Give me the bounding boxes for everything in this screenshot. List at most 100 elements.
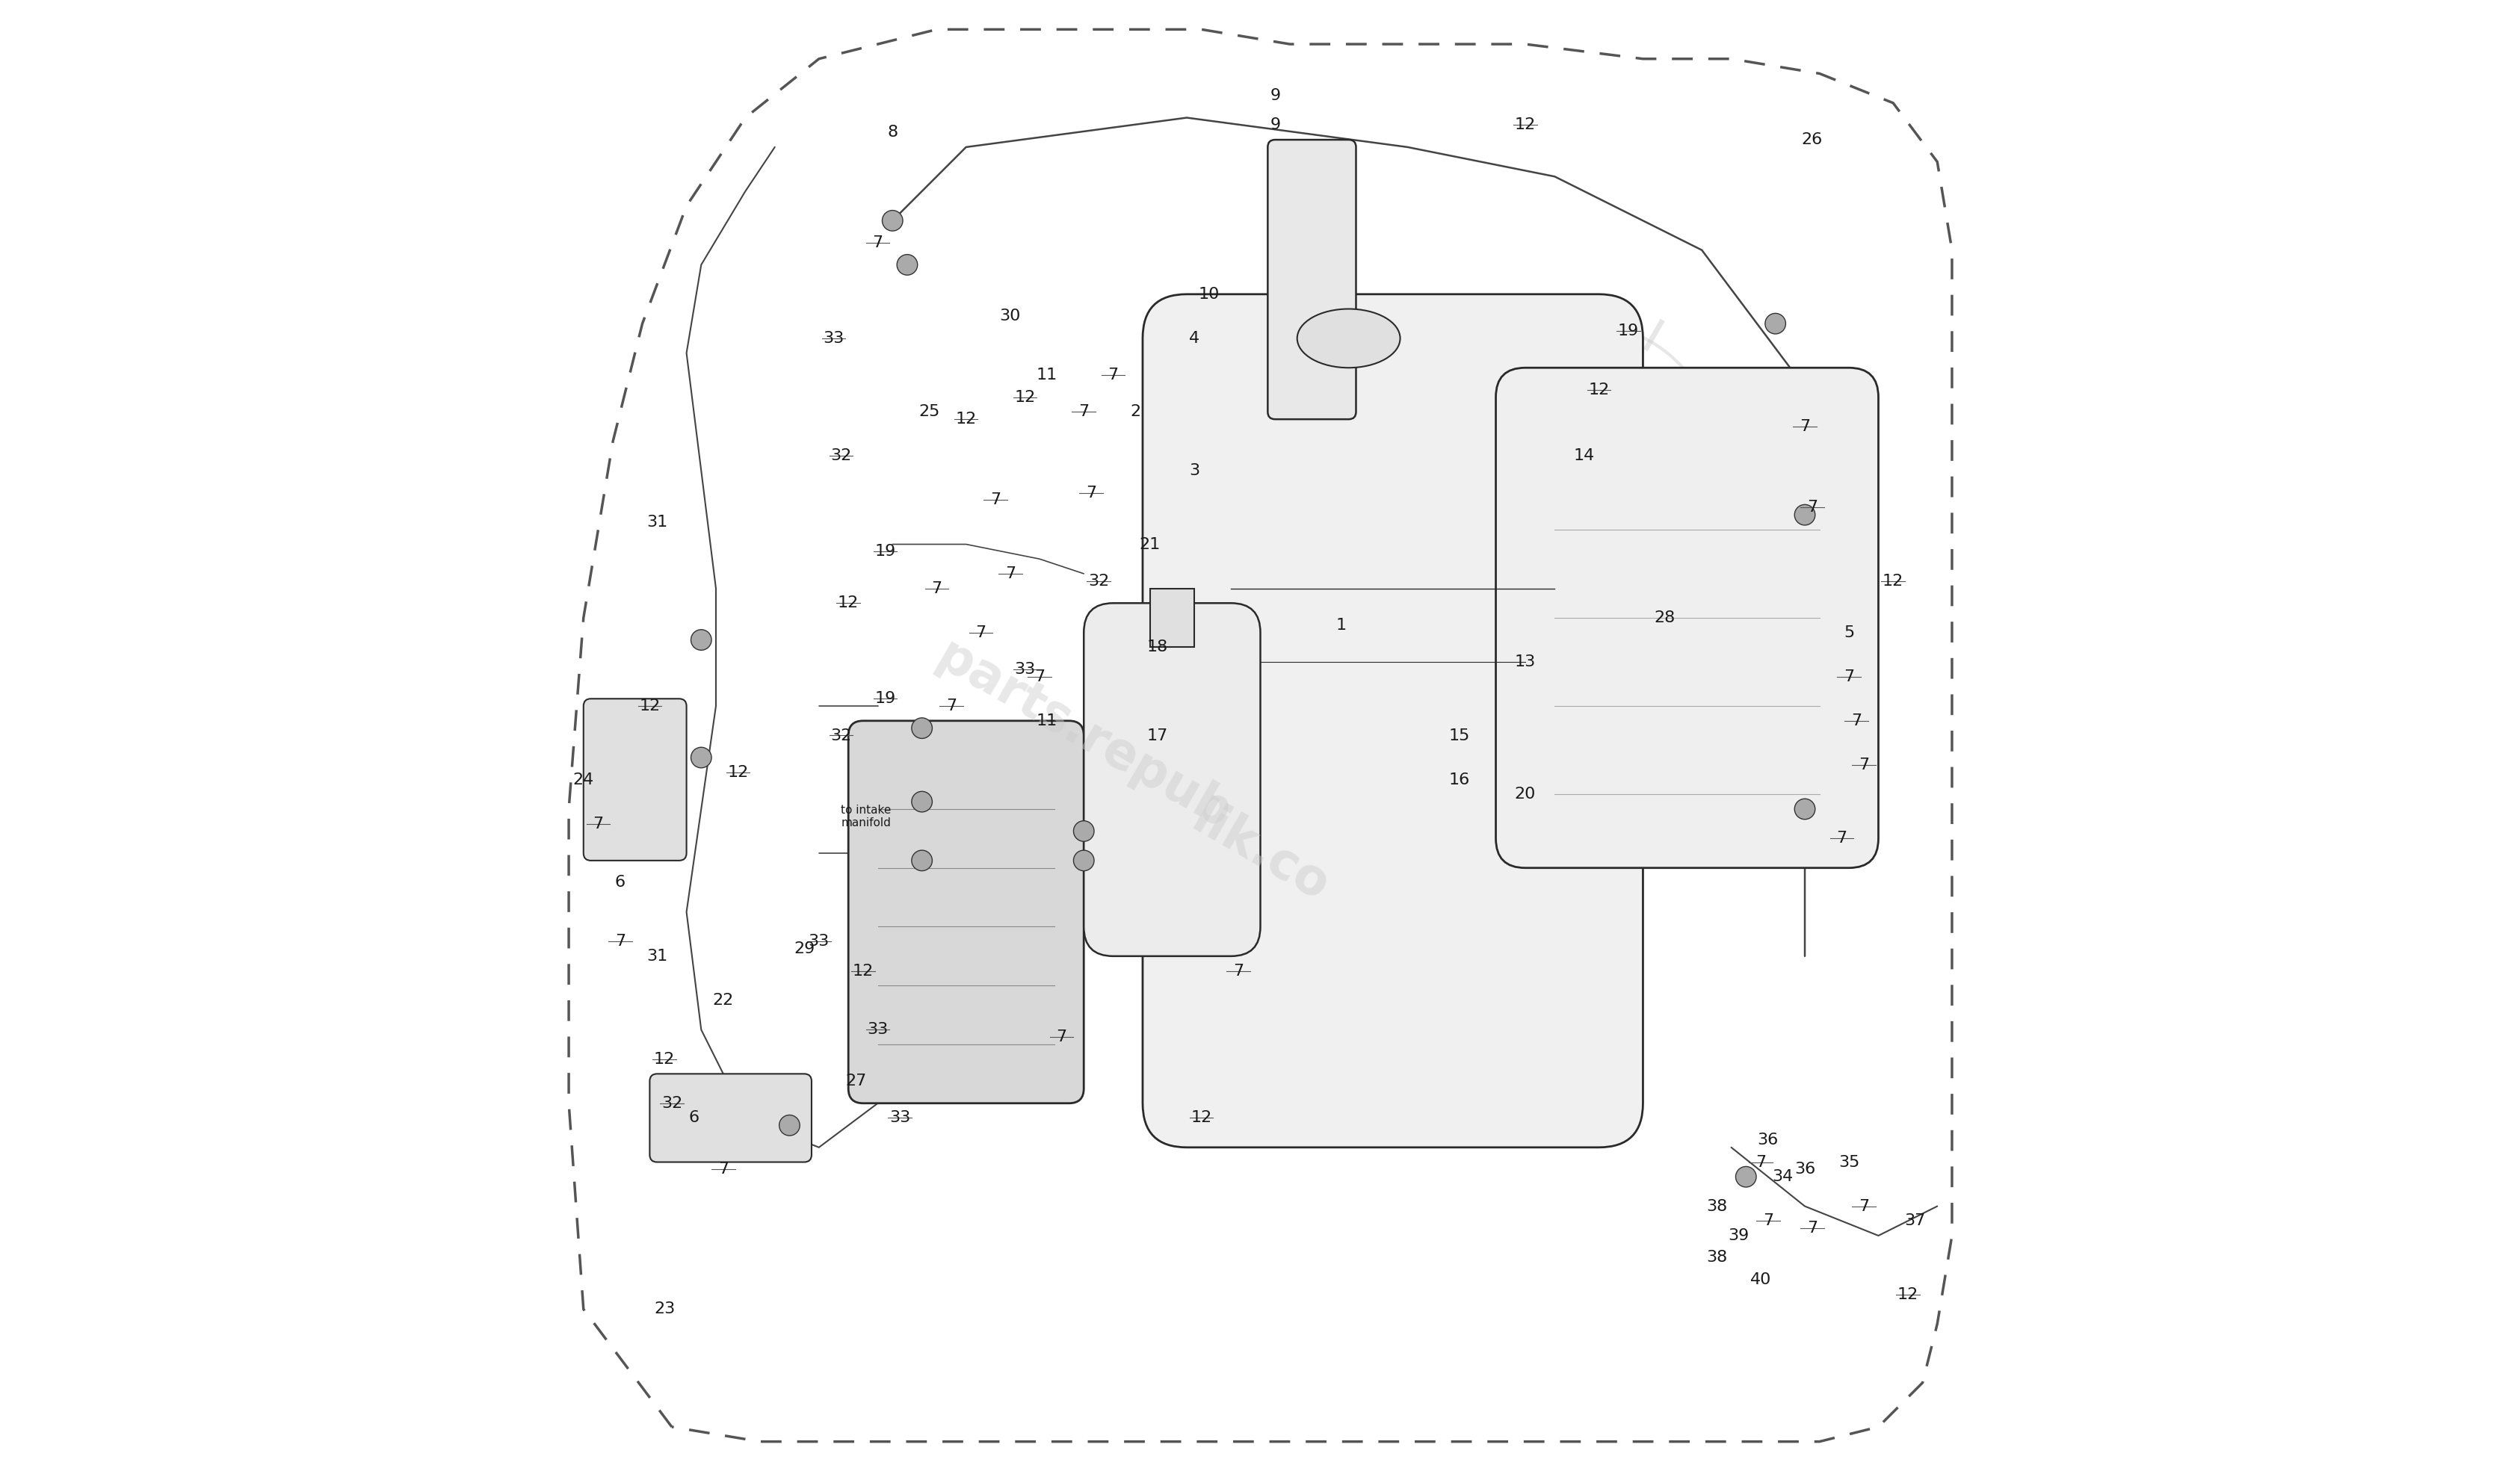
Text: 6: 6 [615, 875, 625, 890]
Circle shape [1074, 821, 1094, 841]
Text: 7: 7 [1842, 669, 1855, 684]
Text: 12: 12 [1588, 382, 1608, 397]
Text: 14: 14 [1572, 449, 1595, 463]
Text: 17: 17 [1147, 728, 1167, 743]
Text: 13: 13 [1515, 655, 1535, 669]
Text: 11: 11 [1036, 368, 1058, 382]
Text: 37: 37 [1905, 1214, 1925, 1228]
Text: 34: 34 [1772, 1169, 1792, 1184]
Text: to intake
manifold: to intake manifold [842, 805, 892, 828]
Text: 7: 7 [975, 625, 985, 640]
Circle shape [1736, 1167, 1756, 1187]
Text: 36: 36 [1794, 1162, 1814, 1177]
Text: 4: 4 [1189, 331, 1200, 346]
Text: 38: 38 [1706, 1199, 1726, 1214]
FancyBboxPatch shape [1494, 368, 1877, 868]
Text: 38: 38 [1706, 1250, 1726, 1265]
Text: 33: 33 [890, 1111, 910, 1125]
Text: parts.repub: parts.repub [927, 631, 1240, 840]
Text: 36: 36 [1756, 1133, 1779, 1147]
Text: 33: 33 [867, 1022, 887, 1037]
Text: 32: 32 [660, 1096, 683, 1111]
Text: 7: 7 [1109, 368, 1119, 382]
Text: 35: 35 [1837, 1155, 1860, 1169]
Text: 12: 12 [1515, 118, 1535, 132]
Text: 7: 7 [945, 699, 958, 713]
Ellipse shape [1298, 309, 1399, 368]
Text: 7: 7 [615, 934, 625, 949]
Text: 5: 5 [1842, 625, 1855, 640]
Text: 12: 12 [1882, 574, 1903, 588]
Text: 30: 30 [1000, 309, 1021, 324]
Circle shape [912, 791, 932, 812]
Text: 32: 32 [829, 449, 852, 463]
Text: 22: 22 [713, 993, 733, 1008]
Text: 27: 27 [844, 1074, 867, 1089]
Text: 31: 31 [645, 515, 668, 530]
Circle shape [779, 1115, 799, 1136]
Text: 7: 7 [1005, 566, 1016, 581]
Text: 7: 7 [1033, 669, 1046, 684]
Text: 7: 7 [718, 1162, 728, 1177]
Text: 24: 24 [572, 772, 595, 787]
Text: 7: 7 [872, 235, 882, 250]
Text: 10: 10 [1197, 287, 1220, 302]
FancyBboxPatch shape [1268, 140, 1356, 419]
Text: 25: 25 [917, 405, 940, 419]
FancyBboxPatch shape [650, 1074, 811, 1162]
Text: 12: 12 [640, 699, 660, 713]
Text: 18: 18 [1147, 640, 1167, 655]
Text: 12: 12 [1898, 1287, 1918, 1302]
FancyBboxPatch shape [849, 721, 1084, 1103]
Circle shape [690, 747, 711, 768]
Text: 7: 7 [1835, 831, 1847, 846]
Text: 12: 12 [1189, 1111, 1212, 1125]
Text: 12: 12 [728, 765, 748, 780]
Text: 11: 11 [1036, 713, 1058, 728]
Text: 12: 12 [852, 964, 874, 978]
Text: 12: 12 [837, 596, 859, 610]
Text: 12: 12 [1013, 390, 1036, 405]
Text: 8: 8 [887, 125, 897, 140]
Text: 7: 7 [1754, 1155, 1767, 1169]
Text: 15: 15 [1449, 728, 1469, 743]
Text: 9: 9 [1270, 88, 1280, 103]
Circle shape [690, 630, 711, 650]
Text: 12: 12 [653, 1052, 675, 1066]
Text: 6: 6 [688, 1111, 698, 1125]
Text: 19: 19 [874, 691, 895, 706]
Text: 26: 26 [1802, 132, 1822, 147]
Circle shape [1794, 505, 1814, 525]
Text: 12: 12 [955, 412, 975, 427]
Text: 7: 7 [1857, 758, 1867, 772]
Text: 1: 1 [1336, 618, 1346, 633]
Text: 33: 33 [809, 934, 829, 949]
Text: 7: 7 [1232, 964, 1242, 978]
Circle shape [882, 210, 902, 231]
Text: 29: 29 [794, 941, 814, 956]
Text: 7: 7 [1807, 1221, 1817, 1236]
Text: 33: 33 [1013, 662, 1036, 677]
Circle shape [1794, 799, 1814, 819]
FancyBboxPatch shape [1142, 294, 1643, 1147]
Text: 7: 7 [930, 581, 942, 596]
Circle shape [912, 718, 932, 738]
Circle shape [897, 254, 917, 275]
Text: 16: 16 [1449, 772, 1469, 787]
Text: 7: 7 [990, 493, 1000, 507]
Text: 7: 7 [1799, 419, 1809, 434]
Text: 40: 40 [1749, 1272, 1772, 1287]
Text: 7: 7 [1807, 500, 1817, 515]
Bar [1149, 588, 1194, 647]
Text: 19: 19 [874, 544, 895, 559]
Text: 19: 19 [1618, 324, 1638, 338]
Text: 3: 3 [1189, 463, 1200, 478]
Text: 7: 7 [1857, 1199, 1867, 1214]
Text: 33: 33 [824, 331, 844, 346]
FancyBboxPatch shape [1084, 603, 1260, 956]
Circle shape [1074, 850, 1094, 871]
Text: 39: 39 [1729, 1228, 1749, 1243]
Text: 23: 23 [653, 1302, 675, 1317]
Text: 28: 28 [1653, 610, 1676, 625]
Text: 7: 7 [592, 816, 602, 831]
